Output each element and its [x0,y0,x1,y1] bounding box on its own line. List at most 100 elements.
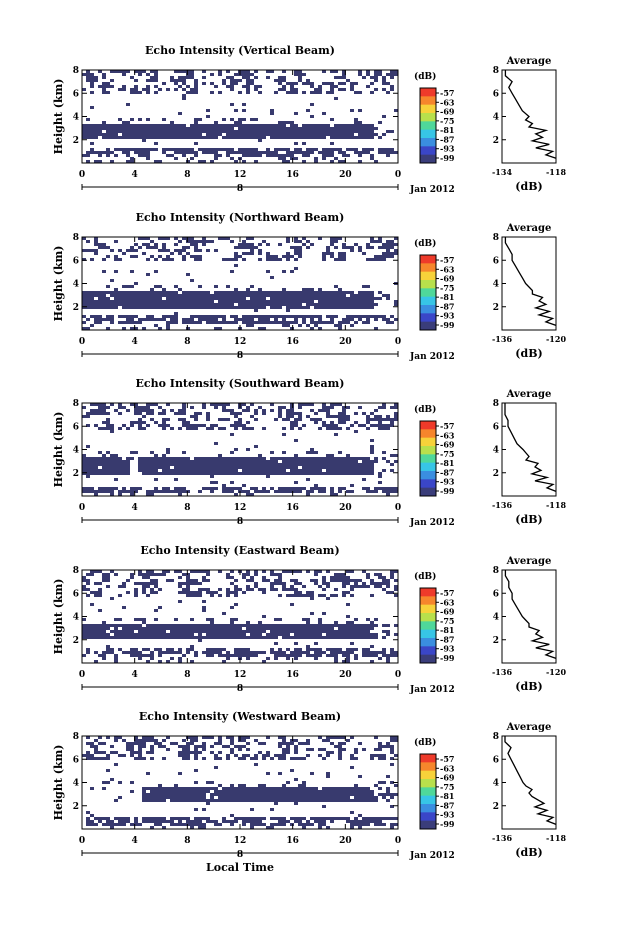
heatmap-cell [286,799,290,802]
heatmap-cell [218,466,222,469]
heatmap-cell [374,460,378,463]
heatmap-cell [86,651,90,654]
heatmap-cell [154,799,158,802]
heatmap-cell [310,451,314,454]
heatmap-cell [222,406,226,409]
heatmap-cell [374,297,378,300]
heatmap-cell [98,591,102,594]
heatmap-cell [350,484,354,487]
heatmap-cell [230,103,234,106]
heatmap-cell [330,252,334,255]
heatmap-cell [214,285,218,288]
heatmap-cell [170,823,174,826]
heatmap-cell [90,91,94,94]
heatmap-cell [338,757,342,760]
heatmap-cell [378,487,382,490]
heatmap-cell [294,439,298,442]
heatmap-cell [342,258,346,261]
heatmap-cell [262,297,266,300]
average-y-tick-label: 6 [493,422,499,432]
heatmap-cell [102,454,106,457]
heatmap-cell [242,300,246,303]
heatmap-cell [194,582,198,585]
heatmap-cell [258,294,262,297]
heatmap-cell [342,154,346,157]
heatmap-cell [146,315,150,318]
heatmap-cell [322,157,326,160]
heatmap-cell [98,291,102,294]
heatmap-cell [86,79,90,82]
heatmap-cell [302,160,306,163]
heatmap-cell [146,660,150,663]
panel-title: Echo Intensity (Southward Beam) [136,377,345,390]
heatmap-cell [154,148,158,151]
heatmap-cell [182,300,186,303]
heatmap-cell [266,252,270,255]
heatmap-cell [342,294,346,297]
heatmap-cell [306,127,310,130]
heatmap-cell [226,127,230,130]
heatmap-cell [246,321,250,324]
heatmap-cell [330,576,334,579]
heatmap-cell [130,451,134,454]
heatmap-cell [146,133,150,136]
heatmap-cell [378,70,382,73]
heatmap-cell [250,415,254,418]
heatmap-cell [286,457,290,460]
heatmap-cell [374,748,378,751]
heatmap-cell [106,255,110,258]
heatmap-cell [210,475,214,478]
heatmap-cell [394,403,398,406]
heatmap-cell [370,418,374,421]
heatmap-cell [122,624,126,627]
heatmap-cell [90,130,94,133]
heatmap-cell [254,787,258,790]
heatmap-cell [362,133,366,136]
heatmap-cell [166,490,170,493]
heatmap-cell [158,291,162,294]
heatmap-cell [102,133,106,136]
heatmap-cell [138,618,142,621]
heatmap-cell [190,627,194,630]
heatmap-cell [274,633,278,636]
heatmap-cell [266,133,270,136]
heatmap-cell [110,472,114,475]
heatmap-cell [278,487,282,490]
heatmap-cell [310,630,314,633]
heatmap-cell [206,427,210,430]
heatmap-cell [230,487,234,490]
heatmap-cell [158,654,162,657]
heatmap-cell [370,582,374,585]
heatmap-cell [282,294,286,297]
heatmap-cell [134,148,138,151]
heatmap-cell [202,424,206,427]
heatmap-cell [202,160,206,163]
heatmap-cell [338,633,342,636]
heatmap-cell [354,757,358,760]
heatmap-cell [246,73,250,76]
heatmap-cell [178,79,182,82]
heatmap-cell [270,109,274,112]
heatmap-cell [314,636,318,639]
heatmap-cell [134,294,138,297]
heatmap-cell [102,573,106,576]
heatmap-cell [230,76,234,79]
heatmap-cell [210,136,214,139]
heatmap-cell [246,294,250,297]
heatmap-cell [194,796,198,799]
heatmap-cell [242,790,246,793]
heatmap-cell [358,315,362,318]
heatmap-cell [206,469,210,472]
heatmap-cell [298,793,302,796]
heatmap-cell [274,133,278,136]
heatmap-cell [254,303,258,306]
heatmap-cell [306,297,310,300]
heatmap-cell [306,633,310,636]
heatmap-cell [190,318,194,321]
heatmap-cell [386,418,390,421]
heatmap-cell [150,255,154,258]
colorbar-tick-label: -81 [440,791,454,801]
heatmap-cell [258,318,262,321]
heatmap-cell [246,148,250,151]
heatmap-cell [282,627,286,630]
